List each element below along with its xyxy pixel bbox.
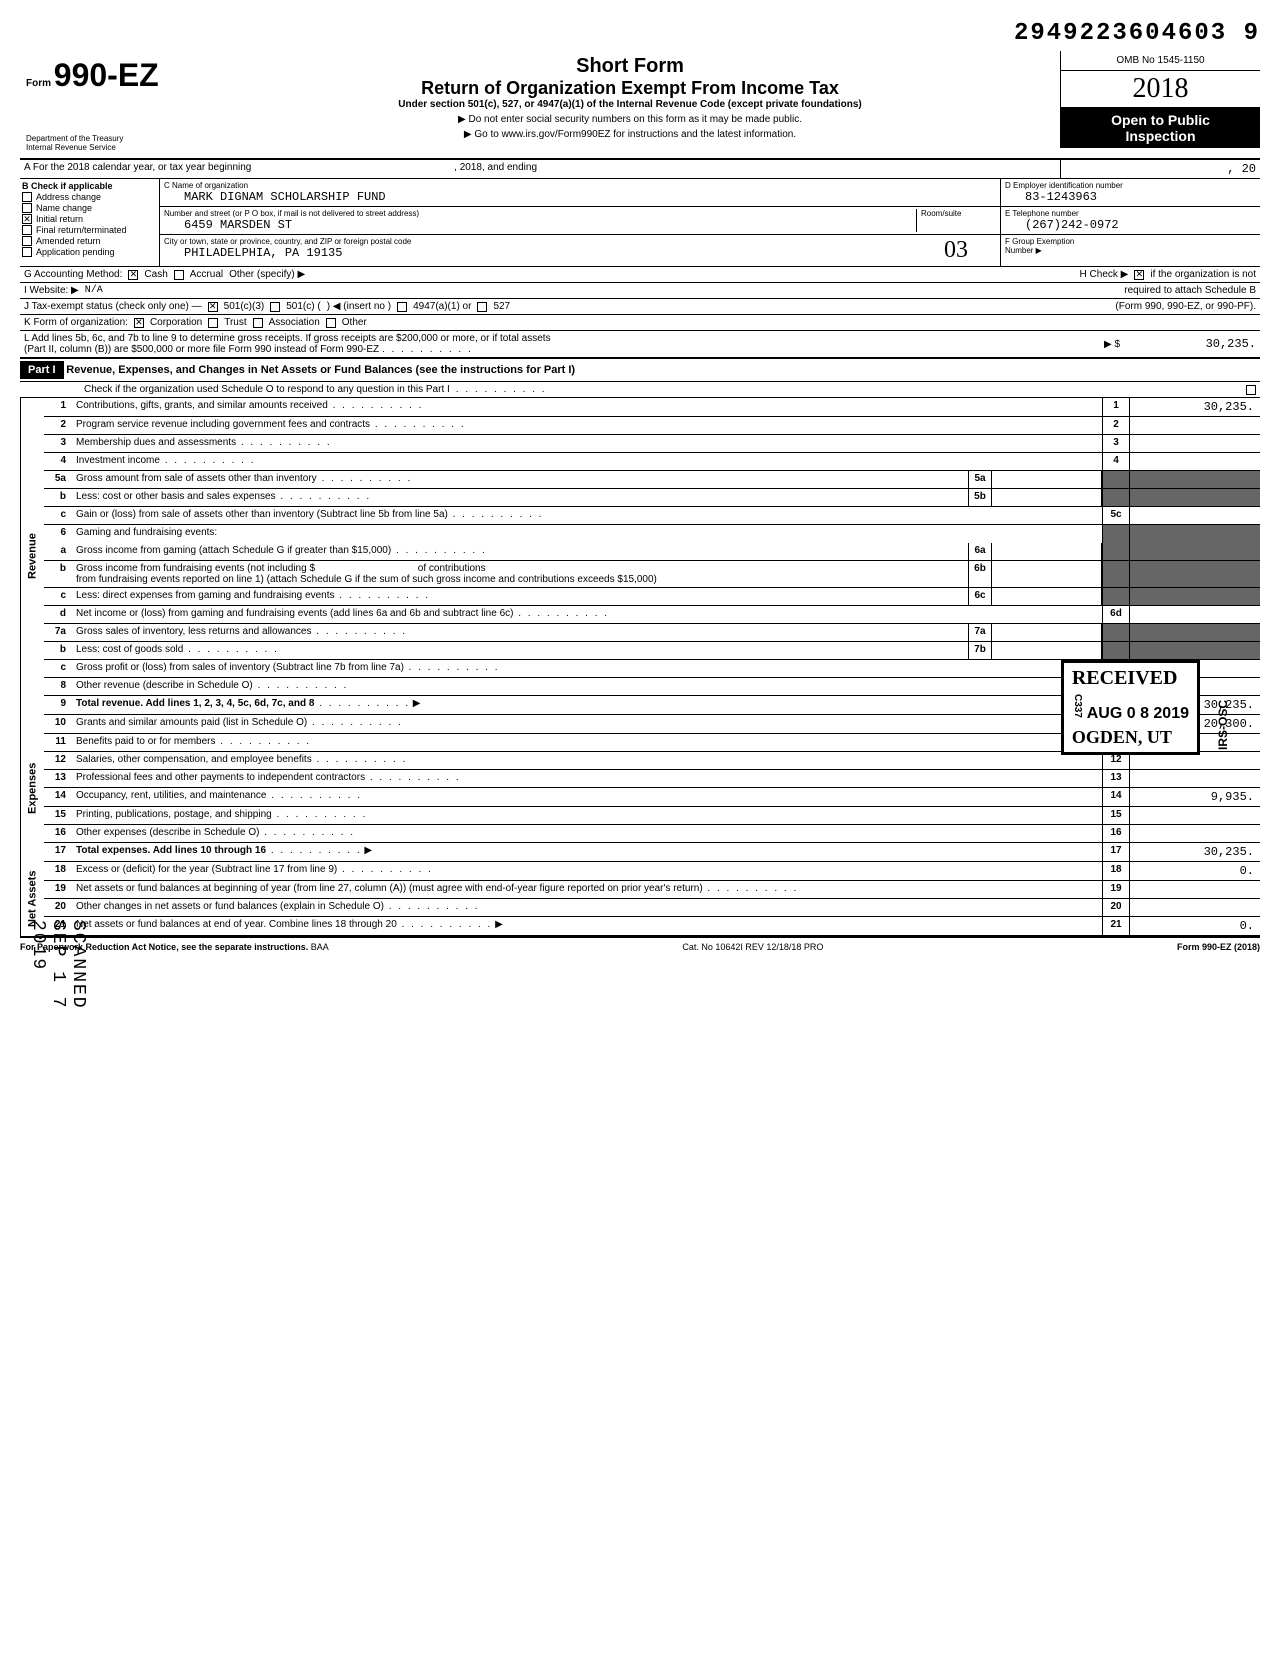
omb-number: OMB No 1545-1150 <box>1061 51 1260 71</box>
line20-value <box>1130 899 1260 916</box>
return-title: Return of Organization Exempt From Incom… <box>208 78 1052 99</box>
short-form-title: Short Form <box>208 55 1052 78</box>
room-suite-value: 03 <box>916 237 996 264</box>
section-b: B Check if applicable Address change Nam… <box>20 179 160 266</box>
line14-value: 9,935. <box>1130 788 1260 806</box>
cb-501c3[interactable]: ✕ <box>208 302 218 312</box>
cb-address-change[interactable] <box>22 192 32 202</box>
form-header: Form 990-EZ Department of the Treasury I… <box>20 51 1260 160</box>
cb-4947[interactable] <box>397 302 407 312</box>
section-l: L Add lines 5b, 6c, and 7b to line 9 to … <box>20 331 1260 359</box>
page-footer: For Paperwork Reduction Act Notice, see … <box>20 938 1260 956</box>
line3-value <box>1130 435 1260 452</box>
gross-receipts: 30,235. <box>1126 337 1256 351</box>
cb-cash[interactable]: ✕ <box>128 270 138 280</box>
line19-value <box>1130 881 1260 898</box>
cb-corporation[interactable]: ✕ <box>134 318 144 328</box>
room-label: Room/suite <box>921 209 996 218</box>
ein-label: D Employer identification number <box>1005 181 1256 190</box>
line4-value <box>1130 453 1260 470</box>
website-value: N/A <box>85 285 103 296</box>
part1-checknote: Check if the organization used Schedule … <box>20 382 1260 398</box>
section-i: I Website: ▶ N/A required to attach Sche… <box>20 283 1260 299</box>
line5c-value <box>1130 507 1260 524</box>
city-label: City or town, state or province, country… <box>164 237 916 246</box>
addr-label: Number and street (or P O box, if mail i… <box>164 209 916 218</box>
dept-treasury: Department of the Treasury <box>26 134 194 143</box>
cb-pending[interactable] <box>22 247 32 257</box>
ein-value: 83-1243963 <box>1005 190 1256 204</box>
line17-total-expenses: 30,235. <box>1130 843 1260 861</box>
received-stamp: RECEIVED C337 AUG 0 8 2019 OGDEN, UT <box>1061 660 1200 755</box>
line15-value <box>1130 807 1260 824</box>
cb-schedule-o[interactable] <box>1246 385 1256 395</box>
revenue-label: Revenue <box>20 398 44 715</box>
cb-amended[interactable] <box>22 236 32 246</box>
street-address: 6459 MARSDEN ST <box>164 218 916 232</box>
open-public-badge: Open to Public Inspection <box>1061 108 1260 148</box>
cb-name-change[interactable] <box>22 203 32 213</box>
line16-value <box>1130 825 1260 842</box>
cb-527[interactable] <box>477 302 487 312</box>
part1-header: Part I Revenue, Expenses, and Changes in… <box>20 359 1260 382</box>
section-k: K Form of organization: ✕Corporation Tru… <box>20 315 1260 331</box>
irs-osc-label: IRS-OSC <box>1216 700 1230 750</box>
cb-association[interactable] <box>253 318 263 328</box>
section-j: J Tax-exempt status (check only one) — ✕… <box>20 299 1260 315</box>
form-id: Form 990-EZ <box>26 57 194 94</box>
cb-final-return[interactable] <box>22 225 32 235</box>
line13-value <box>1130 770 1260 787</box>
line6d-value <box>1130 606 1260 623</box>
expenses-label: Expenses <box>20 715 44 862</box>
org-name-label: C Name of organization <box>164 181 996 190</box>
phone-label: E Telephone number <box>1005 209 1256 218</box>
section-g-h: G Accounting Method: ✕Cash Accrual Other… <box>20 267 1260 283</box>
tax-year: 2018 <box>1061 71 1260 108</box>
cb-initial-return[interactable]: ✕ <box>22 214 32 224</box>
scanned-stamp: SCANNED SEP 1 7 2019 <box>28 920 88 1010</box>
city-state-zip: PHILADELPHIA, PA 19135 <box>164 246 916 260</box>
note-url: ▶ Go to www.irs.gov/Form990EZ for instru… <box>208 129 1052 140</box>
document-number: 2949223604603 9 <box>20 20 1260 47</box>
group-exempt-number: Number ▶ <box>1005 246 1256 255</box>
cb-other-org[interactable] <box>326 318 336 328</box>
cb-trust[interactable] <box>208 318 218 328</box>
org-name: MARK DIGNAM SCHOLARSHIP FUND <box>164 190 996 204</box>
cb-schedule-b[interactable]: ✕ <box>1134 270 1144 280</box>
line18-value: 0. <box>1130 862 1260 880</box>
org-info-block: B Check if applicable Address change Nam… <box>20 179 1260 267</box>
subtitle: Under section 501(c), 527, or 4947(a)(1)… <box>208 99 1052 110</box>
line2-value <box>1130 417 1260 434</box>
group-exempt-label: F Group Exemption <box>1005 237 1256 246</box>
cb-501c[interactable] <box>270 302 280 312</box>
line1-value: 30,235. <box>1130 398 1260 416</box>
net-assets-section: Net Assets 18Excess or (deficit) for the… <box>20 862 1260 938</box>
line21-value: 0. <box>1130 917 1260 935</box>
dept-irs: Internal Revenue Service <box>26 143 194 152</box>
section-a: A For the 2018 calendar year, or tax yea… <box>20 160 1260 179</box>
phone-value: (267)242-0972 <box>1005 218 1256 232</box>
note-ssn: ▶ Do not enter social security numbers o… <box>208 114 1052 125</box>
cb-accrual[interactable] <box>174 270 184 280</box>
